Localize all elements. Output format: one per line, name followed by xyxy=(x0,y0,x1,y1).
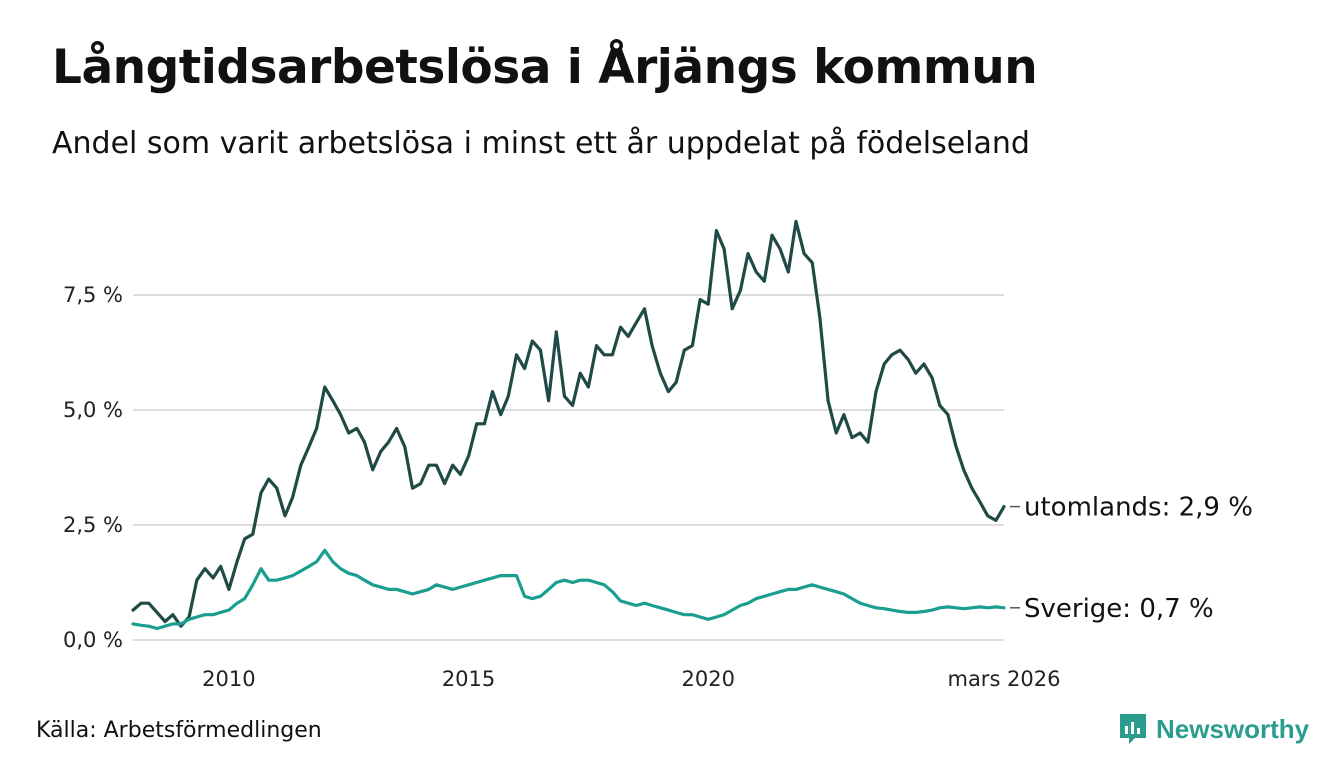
x-axis-labels: 2010 2015 2020 mars 2026 xyxy=(202,667,1060,691)
x-tick-label: 2010 xyxy=(202,667,255,691)
line-chart: 0,0 % 2,5 % 5,0 % 7,5 % 2010 2015 2020 mars 20… xyxy=(63,219,1253,691)
brand-logo[interactable]: Newsworthy xyxy=(1118,712,1309,746)
x-tick-label: 2020 xyxy=(682,667,735,691)
end-label-utomlands: utomlands: 2,9 % xyxy=(1024,493,1253,523)
x-tick-label: 2015 xyxy=(442,667,495,691)
grid-lines xyxy=(133,294,1004,641)
newsworthy-logo-icon xyxy=(1120,714,1146,744)
chart-title: Långtidsarbetslösa i Årjängs kommun xyxy=(52,40,1038,95)
series-end-labels: utomlands: 2,9 % Sverige: 0,7 % xyxy=(1010,493,1253,624)
series-line-utomlands xyxy=(131,219,1006,628)
series-lines xyxy=(131,219,1006,631)
series-line-sverige xyxy=(131,548,1006,631)
y-tick-label: 7,5 % xyxy=(63,283,123,307)
source-note: Källa: Arbetsförmedlingen xyxy=(36,718,322,743)
chart-subtitle: Andel som varit arbetslösa i minst ett å… xyxy=(52,126,1030,161)
y-tick-label: 2,5 % xyxy=(63,513,123,537)
end-label-sverige: Sverige: 0,7 % xyxy=(1024,594,1214,624)
y-tick-label: 0,0 % xyxy=(63,628,123,652)
y-axis-labels: 0,0 % 2,5 % 5,0 % 7,5 % xyxy=(63,283,123,652)
y-tick-label: 5,0 % xyxy=(63,398,123,422)
x-tick-label: mars 2026 xyxy=(947,667,1060,691)
brand-name: Newsworthy xyxy=(1156,713,1310,744)
